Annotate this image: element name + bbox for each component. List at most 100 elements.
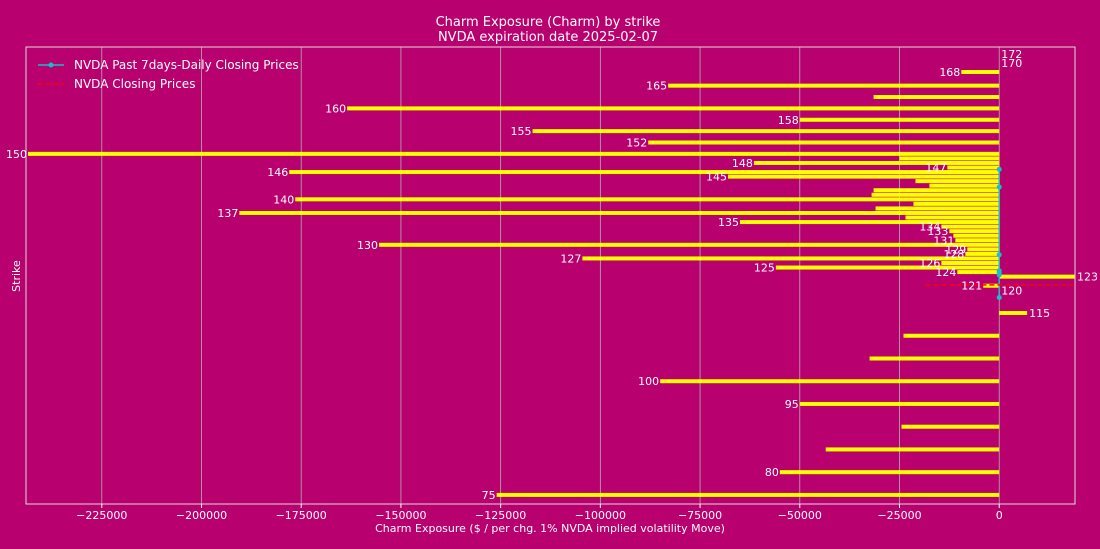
bar-strike-130 xyxy=(378,242,1000,247)
bar-label-127: 127 xyxy=(560,252,581,265)
x-tick-label: −75000 xyxy=(678,509,722,522)
bar-label-128: 128 xyxy=(943,248,964,261)
bar-label-137: 137 xyxy=(217,207,238,220)
bar-strike-147 xyxy=(947,165,1000,170)
bar-strike-143 xyxy=(929,183,1000,188)
bar-strike-141 xyxy=(871,192,1000,197)
bar-strike-80 xyxy=(779,470,1000,475)
bar-label-134: 134 xyxy=(919,221,940,234)
x-tick-label: −25000 xyxy=(877,509,921,522)
past-closing-price-point xyxy=(996,166,1002,172)
x-gridlines xyxy=(101,47,1000,504)
bar-label-123: 123 xyxy=(1077,271,1098,284)
bar-label-157.5: 158 xyxy=(778,114,799,127)
x-tick-label: −125000 xyxy=(475,509,526,522)
bar-strike-126 xyxy=(941,260,1000,265)
bar-strike-152.5 xyxy=(648,140,1000,145)
bar-strike-135 xyxy=(739,220,1000,225)
plot-frame xyxy=(25,46,1076,505)
bar-strike-131 xyxy=(955,238,1000,243)
x-axis-ticks: −225000 −200000 −175000 −150000 −125000 −1000… xyxy=(76,504,1003,522)
bar-label-147: 147 xyxy=(925,162,946,175)
closing-price-markers xyxy=(925,166,1074,301)
bar-label-146: 146 xyxy=(267,166,288,179)
bar-label-148: 148 xyxy=(732,157,753,170)
x-tick-label: −50000 xyxy=(778,509,822,522)
bar-strike-105 xyxy=(869,356,1000,361)
bar-label-155: 155 xyxy=(511,125,532,138)
bar-strike-95 xyxy=(799,401,1000,406)
bar-label-126: 126 xyxy=(919,257,940,270)
bar-strike-85 xyxy=(825,447,1000,452)
legend-closing-price-label: NVDA Closing Prices xyxy=(74,77,195,91)
bar-strike-128 xyxy=(965,251,1000,256)
bar-strike-127 xyxy=(582,256,1000,261)
bar-label-100: 100 xyxy=(638,375,659,388)
chart-subtitle: NVDA expiration date 2025-02-07 xyxy=(438,30,658,45)
bar-label-121: 121 xyxy=(961,280,982,293)
bar-strike-148 xyxy=(753,160,1000,165)
bar-strike-136 xyxy=(905,215,1000,220)
chart-title: Charm Exposure (Charm) by strike xyxy=(436,15,661,30)
past-closing-price-point xyxy=(996,295,1002,301)
past-closing-price-point xyxy=(996,252,1002,258)
bar-strike-123 xyxy=(999,274,1075,279)
bar-strike-90 xyxy=(901,424,1000,429)
legend-past-prices-label: NVDA Past 7days-Daily Closing Prices xyxy=(74,58,299,72)
x-tick-label: 0 xyxy=(996,509,1003,522)
x-tick-label: −100000 xyxy=(575,509,626,522)
bar-label-131: 131 xyxy=(933,234,954,247)
bars xyxy=(27,70,1075,497)
bar-strike-150 xyxy=(27,151,1000,156)
bar-strike-160 xyxy=(347,106,1000,111)
bar-label-95: 95 xyxy=(785,398,799,411)
bar-strike-110 xyxy=(903,333,1000,338)
bar-label-140: 140 xyxy=(273,193,294,206)
past-closing-price-point xyxy=(996,272,1002,278)
past-closing-price-point xyxy=(996,184,1002,190)
bar-strike-129 xyxy=(967,247,1000,252)
bar-strike-138 xyxy=(875,206,1000,211)
bar-strike-165 xyxy=(668,83,1000,88)
x-tick-label: −150000 xyxy=(375,509,426,522)
bar-strike-139 xyxy=(913,201,1000,206)
bar-label-80: 80 xyxy=(765,466,779,479)
bar-strike-142 xyxy=(873,188,1000,193)
legend: NVDA Past 7days-Daily Closing Prices NVD… xyxy=(38,58,299,91)
bar-strike-100 xyxy=(660,379,1000,384)
bar-label-130: 130 xyxy=(357,239,378,252)
bar-strike-132 xyxy=(953,233,1000,238)
bar-strike-155 xyxy=(532,129,1000,134)
bar-label-135: 135 xyxy=(718,216,739,229)
bar-label-165: 165 xyxy=(646,80,667,93)
bar-strike-137 xyxy=(239,210,1000,215)
bar-strike-125 xyxy=(775,265,1000,270)
bar-strike-146 xyxy=(289,170,1000,175)
bar-strike-115 xyxy=(999,311,1028,316)
bar-strike-168 xyxy=(961,70,1000,75)
bar-label-150: 150 xyxy=(6,148,27,161)
bar-strike-162.5 xyxy=(873,95,1000,100)
legend-past-prices-marker xyxy=(48,62,54,68)
bar-label-170: 170 xyxy=(1001,57,1022,70)
bar-label-145: 145 xyxy=(706,171,727,184)
bar-label-168: 168 xyxy=(939,66,960,79)
bar-label-120: 120 xyxy=(1001,284,1022,297)
bar-strike-144 xyxy=(915,179,1000,184)
bar-label-160: 160 xyxy=(325,102,346,115)
bar-label-124: 124 xyxy=(935,266,956,279)
bar-label-125: 125 xyxy=(754,262,775,275)
bar-strike-133 xyxy=(949,229,1000,234)
bar-label-75: 75 xyxy=(482,489,496,502)
x-tick-label: −200000 xyxy=(176,509,227,522)
x-axis-label: Charm Exposure ($ / per chg. 1% NVDA imp… xyxy=(375,522,725,535)
bar-strike-149 xyxy=(899,156,1000,161)
bar-label-152.5: 152 xyxy=(626,136,647,149)
bar-label-129: 129 xyxy=(945,243,966,256)
bar-strike-157.5 xyxy=(799,117,1000,122)
bar-label-133: 133 xyxy=(927,225,948,238)
x-tick-label: −175000 xyxy=(276,509,327,522)
y-axis-label: Strike xyxy=(10,260,23,292)
bar-label-115: 115 xyxy=(1029,307,1050,320)
